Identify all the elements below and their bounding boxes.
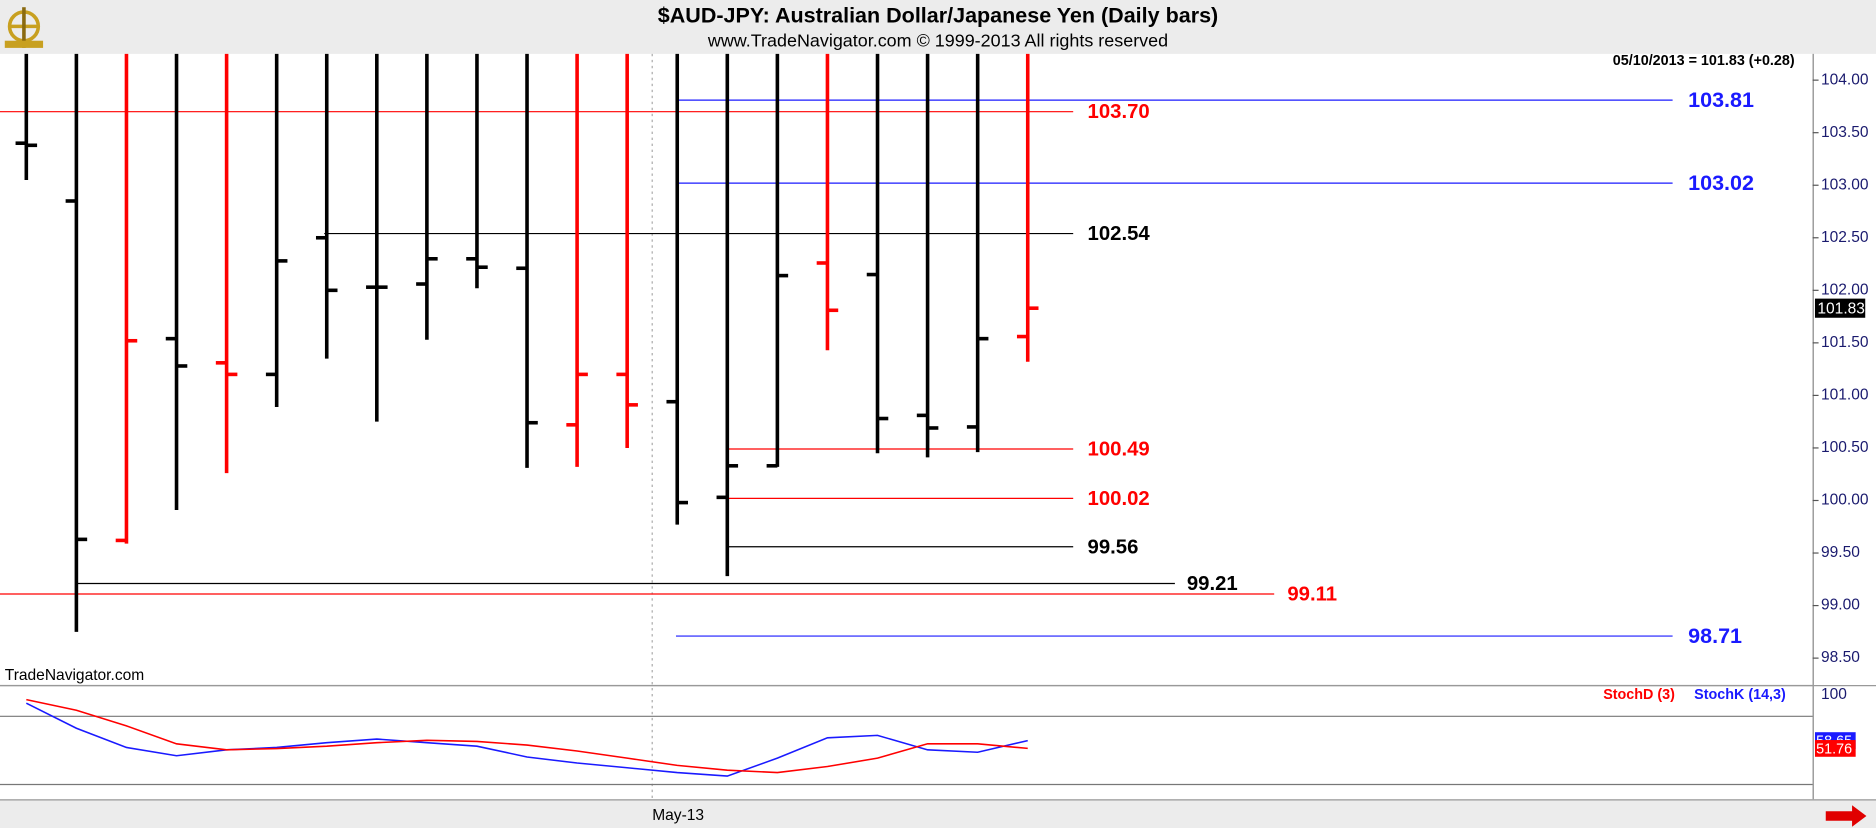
ohlc-bar — [115, 53, 138, 544]
level-label: 103.70 — [1088, 101, 1150, 123]
ohlc-bar — [15, 53, 38, 180]
level-label: 102.54 — [1088, 223, 1151, 245]
x-tick-label: May-13 — [652, 807, 704, 824]
level-label: 103.02 — [1688, 171, 1754, 195]
price-panel — [0, 53, 1813, 685]
y-tick-label: 101.00 — [1821, 387, 1869, 404]
y-tick-label: 104.00 — [1821, 71, 1869, 88]
stoch-line — [26, 698, 1028, 774]
stoch-line — [25, 702, 1028, 777]
ohlc-bar — [265, 53, 288, 407]
ohlc-bar — [716, 53, 739, 577]
ohlc-bar — [916, 53, 939, 458]
y-tick-label: 100.00 — [1821, 492, 1869, 509]
chart-subtitle: www.TradeNavigator.com © 1999-2013 All r… — [707, 31, 1168, 51]
axis-panel — [1813, 53, 1876, 800]
level-label: 99.21 — [1187, 573, 1238, 595]
ohlc-bar — [65, 53, 88, 632]
ohlc-bar — [165, 53, 188, 510]
stoch-tick-label: 100 — [1821, 686, 1847, 703]
legend-entry: StochD (3) — [1603, 687, 1675, 703]
ohlc-bar — [966, 53, 989, 453]
last-price-box — [1814, 298, 1866, 318]
stoch-last-label: 51.76 — [1816, 741, 1852, 757]
last-value-header: 05/10/2013 = 101.83 (+0.28) — [1613, 53, 1795, 69]
y-tick-label: 102.50 — [1821, 229, 1869, 246]
level-label: 98.71 — [1688, 624, 1742, 648]
y-tick-label: 98.50 — [1821, 649, 1860, 666]
scroll-arrow[interactable] — [1825, 805, 1867, 827]
y-tick-label: 102.00 — [1821, 281, 1869, 298]
logo — [4, 7, 44, 48]
stoch-last-box — [1814, 740, 1856, 757]
ohlc-bar — [466, 53, 488, 289]
ohlc-bar — [866, 53, 889, 454]
y-tick-label: 103.00 — [1821, 176, 1869, 193]
ohlc-bar — [516, 53, 538, 468]
y-tick-label: 99.50 — [1821, 544, 1860, 561]
chart-title: $AUD-JPY: Australian Dollar/Japanese Yen… — [658, 3, 1218, 27]
y-tick-label: 100.50 — [1821, 439, 1869, 456]
level-label: 99.56 — [1088, 536, 1139, 558]
ohlc-bar — [416, 53, 438, 340]
level-label: 100.02 — [1088, 488, 1150, 510]
y-tick-label: 101.50 — [1821, 334, 1869, 351]
level-label: 99.11 — [1287, 584, 1337, 606]
watermark: TradeNavigator.com — [5, 667, 144, 684]
ohlc-bar — [766, 53, 789, 468]
level-label: 100.49 — [1088, 439, 1150, 461]
ohlc-bar — [315, 53, 338, 359]
ohlc-bar — [366, 53, 388, 422]
ohlc-bar — [616, 53, 638, 448]
ohlc-bar — [666, 53, 689, 525]
ohlc-bar — [566, 53, 588, 467]
ohlc-bar — [1016, 53, 1039, 362]
y-tick-label: 99.00 — [1821, 597, 1860, 614]
level-label: 103.81 — [1688, 88, 1754, 112]
ohlc-bar — [215, 53, 238, 474]
y-tick-label: 103.50 — [1821, 124, 1869, 141]
ohlc-bar — [816, 53, 839, 351]
last-price-label: 101.83 — [1817, 300, 1865, 317]
legend-entry: StochK (14,3) — [1694, 687, 1786, 703]
